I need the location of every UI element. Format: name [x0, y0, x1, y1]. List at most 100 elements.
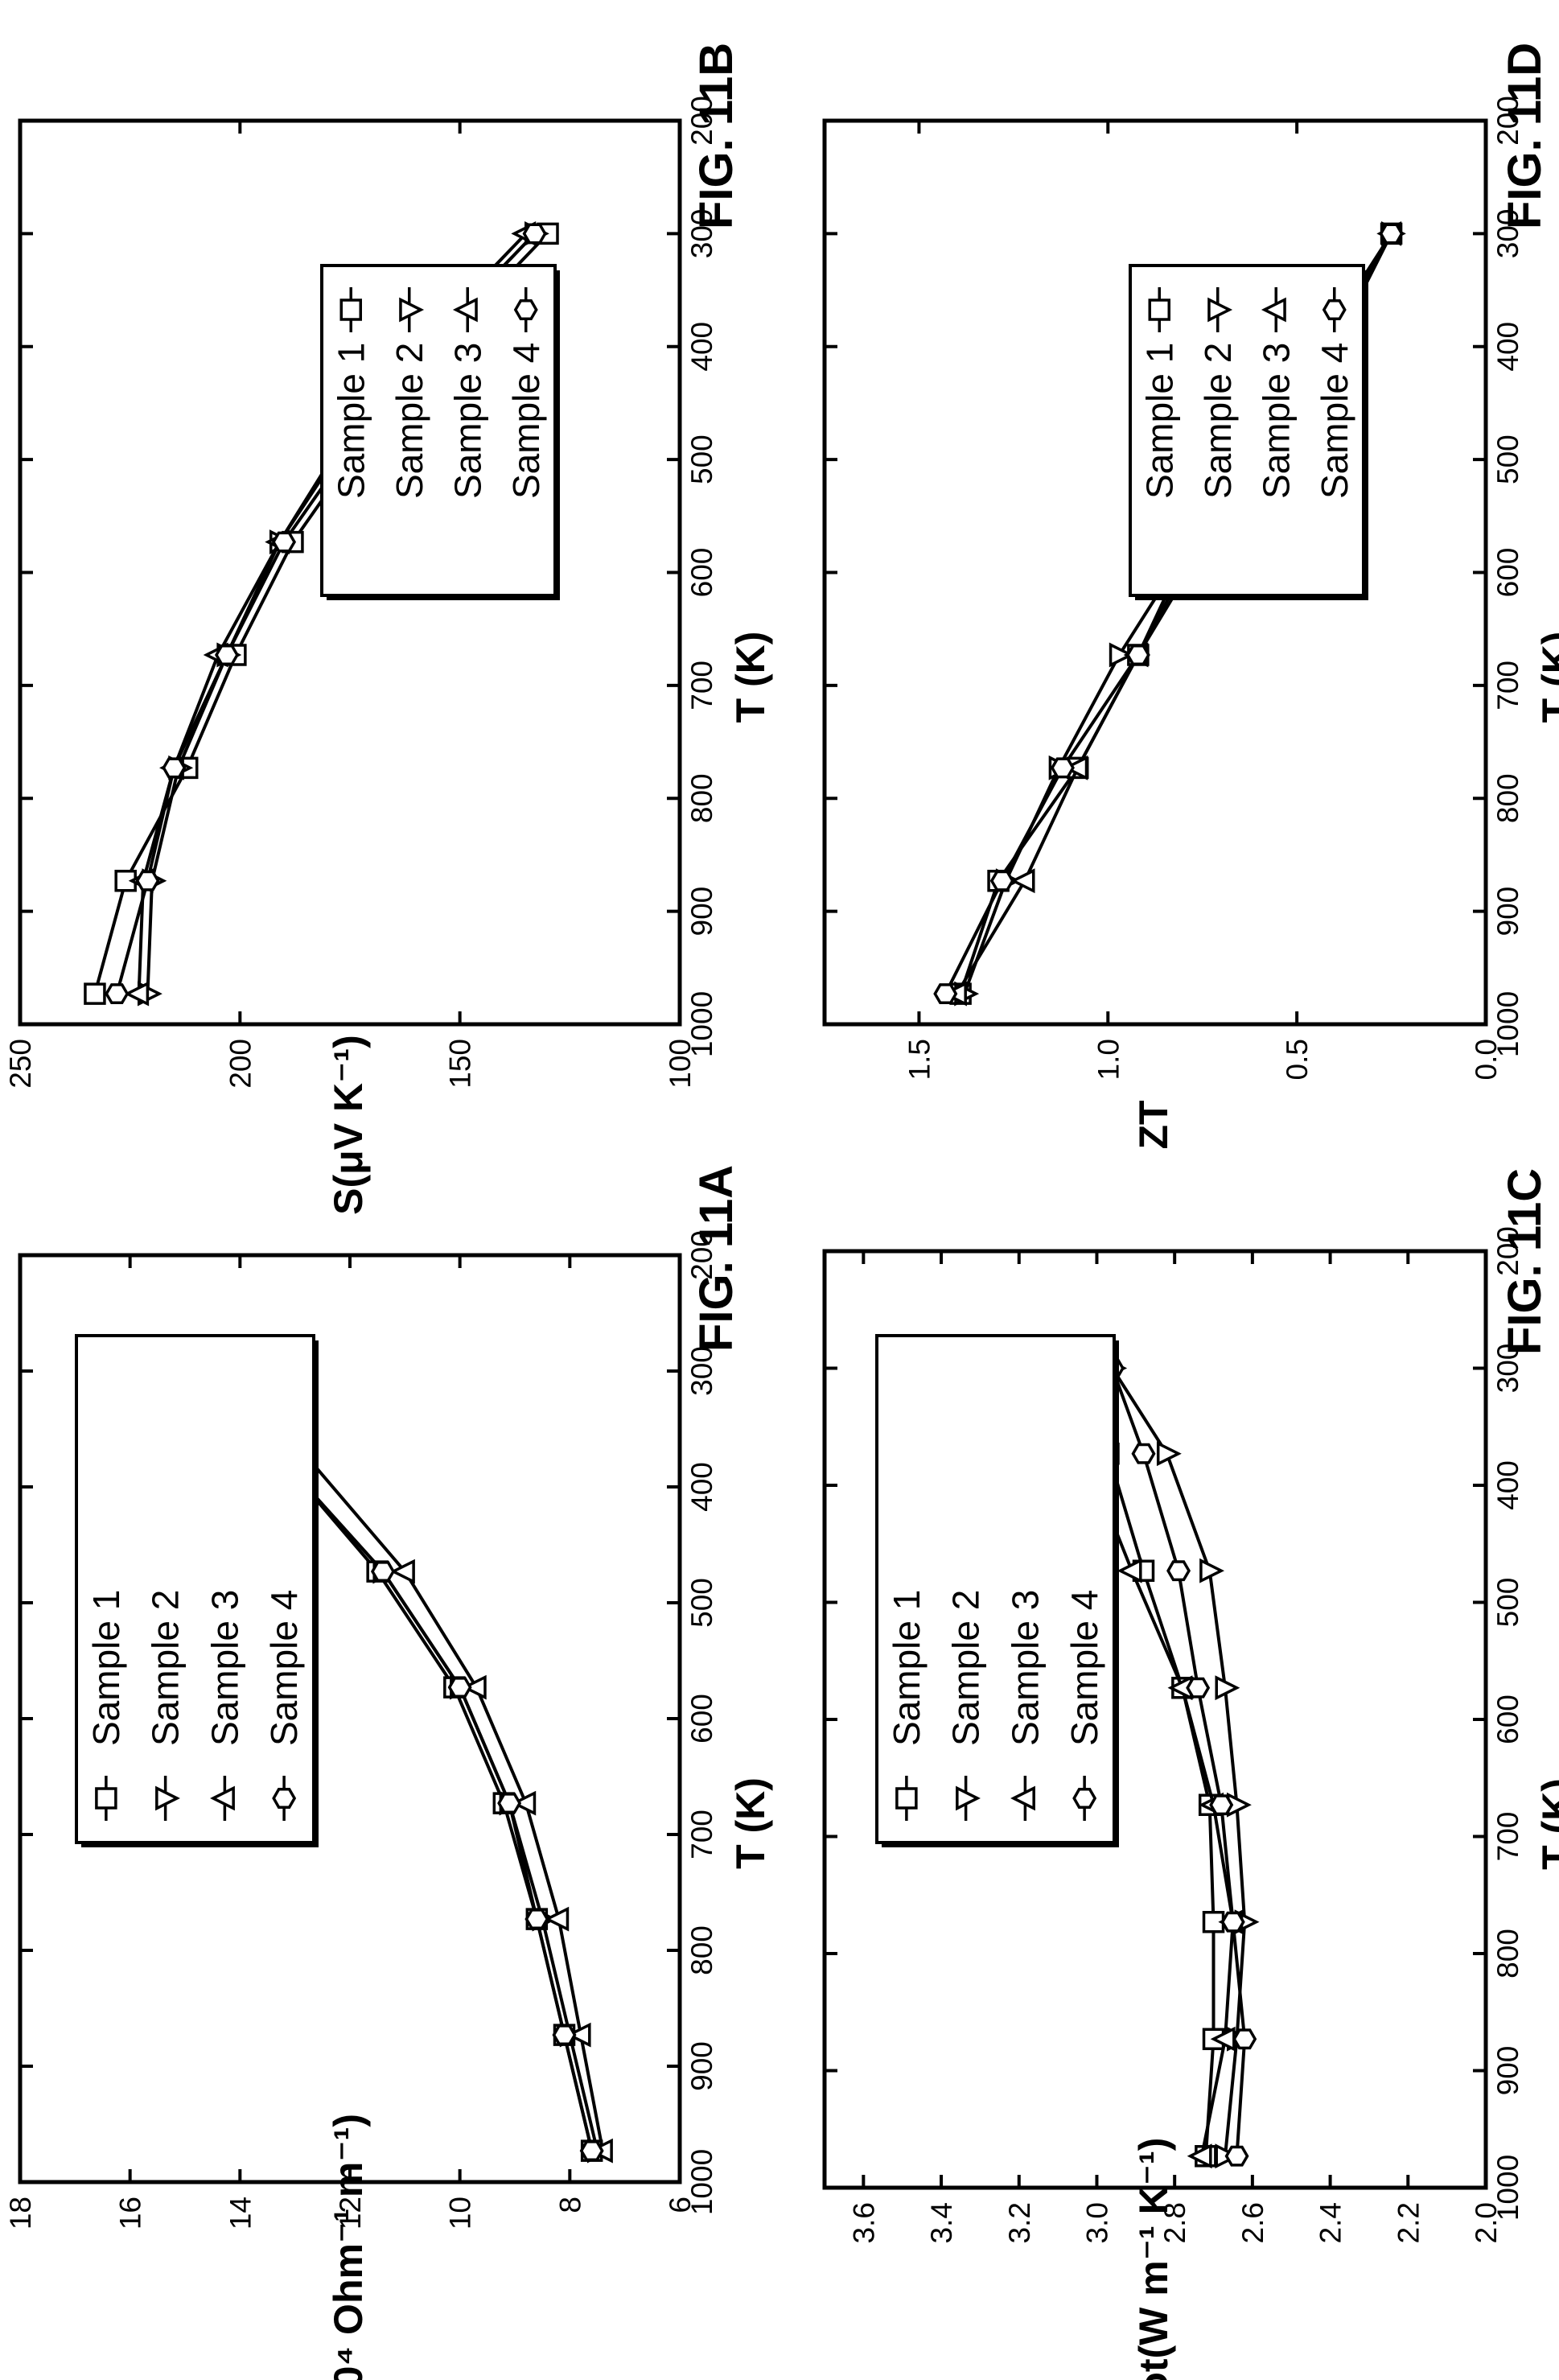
data-point	[1215, 1675, 1240, 1701]
y-tick-label: 2.0	[1470, 2202, 1503, 2243]
data-point	[1156, 1441, 1182, 1467]
legend-marker	[1072, 1788, 1097, 1809]
x-axis-label: T (K)	[1534, 632, 1559, 723]
x-tick-label: 300	[685, 209, 718, 259]
x-tick-label: 600	[1491, 1694, 1524, 1744]
data-point	[1186, 1677, 1211, 1699]
legend-label: Sample 3	[446, 343, 488, 499]
legend-marker	[895, 1787, 918, 1810]
legend-marker	[1322, 299, 1347, 320]
legend: Sample 1 Sample 2 Sample 3 Sample 4	[1129, 264, 1368, 600]
data-point	[1109, 642, 1134, 668]
y-tick-label: 3.6	[847, 2202, 880, 2243]
data-point	[84, 982, 106, 1005]
x-tick-label: 800	[685, 773, 718, 823]
legend-marker	[155, 1785, 180, 1811]
data-point	[461, 1674, 487, 1700]
y-tick-label: 3.0	[1080, 2202, 1113, 2243]
legend-marker	[1148, 299, 1170, 321]
x-tick-label: 300	[1491, 1344, 1524, 1394]
data-point	[124, 981, 150, 1007]
data-point	[447, 1677, 472, 1699]
x-tick-label: 1000	[685, 2149, 718, 2215]
y-tick-label: 250	[4, 1039, 37, 1089]
x-tick-label: 400	[685, 322, 718, 372]
figure-label: FIG. 11A	[690, 1165, 742, 1352]
legend-label: Sample 3	[1004, 1590, 1046, 1746]
y-tick-label: 0.5	[1281, 1039, 1314, 1080]
x-tick-label: 1000	[1491, 991, 1524, 1057]
x-tick-label: 900	[1491, 887, 1524, 937]
legend: Sample 1 Sample 2 Sample 3 Sample 4	[320, 264, 560, 600]
y-tick-label: 1.0	[1092, 1039, 1125, 1080]
x-tick-label: 200	[1491, 96, 1524, 146]
y-tick-label: 100	[664, 1039, 697, 1089]
x-tick-label: 700	[685, 1810, 718, 1859]
data-point	[544, 1906, 570, 1932]
x-axis-label: T (K)	[728, 1777, 773, 1869]
data-point	[1224, 2145, 1249, 2167]
x-tick-label: 300	[685, 1346, 718, 1396]
x-tick-label: 400	[685, 1462, 718, 1512]
data-point	[524, 1909, 549, 1930]
y-tick-label: 10	[444, 2197, 477, 2230]
legend: Sample 1 Sample 2 Sample 3 Sample 4	[875, 1334, 1119, 1847]
data-point	[1379, 223, 1404, 245]
legend-marker	[1261, 297, 1286, 323]
x-tick-label: 600	[685, 548, 718, 598]
data-point	[1166, 1560, 1191, 1582]
figure-label: FIG. 11C	[1499, 1168, 1551, 1355]
data-point	[511, 1790, 537, 1816]
figure-label: FIG. 11B	[690, 43, 742, 229]
data-point	[1125, 644, 1150, 665]
y-tick-label: 16	[114, 2197, 147, 2230]
legend-marker	[339, 299, 362, 321]
series-line	[228, 1369, 605, 2151]
data-point	[1050, 757, 1075, 779]
x-tick-label: 500	[685, 434, 718, 484]
y-axis-label: ZT	[1131, 1100, 1176, 1149]
y-tick-label: 18	[4, 2197, 37, 2230]
legend-marker	[210, 1785, 235, 1811]
legend-label: Sample 3	[1255, 343, 1297, 499]
legend-label: Sample 4	[263, 1590, 305, 1746]
x-tick-label: 800	[685, 1925, 718, 1975]
legend-label: Sample 1	[330, 343, 372, 499]
legend-label: Sample 1	[886, 1590, 928, 1746]
y-tick-label: 3.4	[925, 2202, 958, 2243]
series-line	[1110, 1367, 1247, 2156]
x-tick-label: 700	[1491, 1812, 1524, 1862]
data-point	[1220, 1911, 1245, 1933]
x-tick-label: 900	[685, 2041, 718, 2091]
y-tick-label: 0.0	[1470, 1039, 1503, 1080]
data-point	[1187, 2143, 1212, 2169]
legend-label: Sample 3	[204, 1590, 245, 1746]
legend-label: Sample 1	[85, 1590, 127, 1746]
data-point	[1010, 868, 1035, 894]
y-tick-label: 150	[444, 1039, 477, 1089]
y-tick-label: 12	[334, 2197, 367, 2230]
data-point	[1209, 1794, 1234, 1816]
legend-marker	[1010, 1785, 1035, 1811]
y-tick-label: 2.8	[1158, 2202, 1191, 2243]
legend-marker	[452, 297, 478, 323]
x-tick-label: 600	[1491, 548, 1524, 598]
data-point	[135, 870, 160, 891]
x-tick-label: 800	[1491, 1929, 1524, 1979]
x-axis-label: T (K)	[1534, 1778, 1559, 1870]
y-tick-label: 2.4	[1314, 2202, 1347, 2243]
data-point	[579, 2140, 604, 2162]
y-tick-label: 14	[224, 2197, 257, 2230]
y-tick-label: 200	[224, 1039, 257, 1089]
data-point	[1063, 755, 1088, 780]
x-tick-label: 500	[1491, 434, 1524, 484]
x-tick-label: 1000	[685, 991, 718, 1057]
y-tick-label: 3.2	[1003, 2202, 1036, 2243]
data-point	[1232, 2028, 1257, 2050]
data-point	[497, 1793, 522, 1814]
